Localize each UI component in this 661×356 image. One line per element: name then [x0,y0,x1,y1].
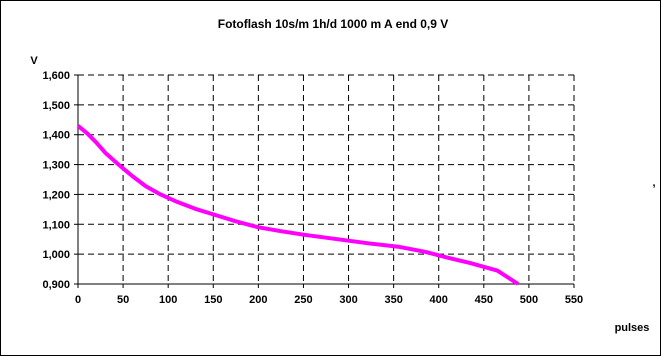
x-tick-label: 150 [204,294,222,306]
y-tick-label: 1,100 [42,219,70,231]
x-tick-label: 200 [249,294,267,306]
x-tick-label: 450 [475,294,493,306]
y-tick-label: 1,300 [42,160,70,172]
x-tick-label: 300 [339,294,357,306]
x-tick-label: 550 [565,294,583,306]
chart-title: Fotoflash 10s/m 1h/d 1000 m A end 0,9 V [218,17,449,31]
y-tick-label: 0,900 [42,279,70,291]
x-tick-label: 50 [117,294,129,306]
x-tick-label: 400 [430,294,448,306]
series-line [76,124,520,286]
x-tick-label: 250 [294,294,312,306]
x-tick-label: 500 [520,294,538,306]
x-tick-label: 100 [159,294,177,306]
x-axis-label: pulses [615,322,650,334]
y-tick-label: 1,000 [42,249,70,261]
x-tick-label: 350 [384,294,402,306]
y-tick-label: 1,600 [42,70,70,82]
stray-mark: , [652,177,655,189]
y-tick-label: 1,500 [42,100,70,112]
y-axis-label: V [30,55,38,67]
y-tick-label: 1,400 [42,130,70,142]
x-tick-label: 0 [75,294,81,306]
y-tick-label: 1,200 [42,189,70,201]
